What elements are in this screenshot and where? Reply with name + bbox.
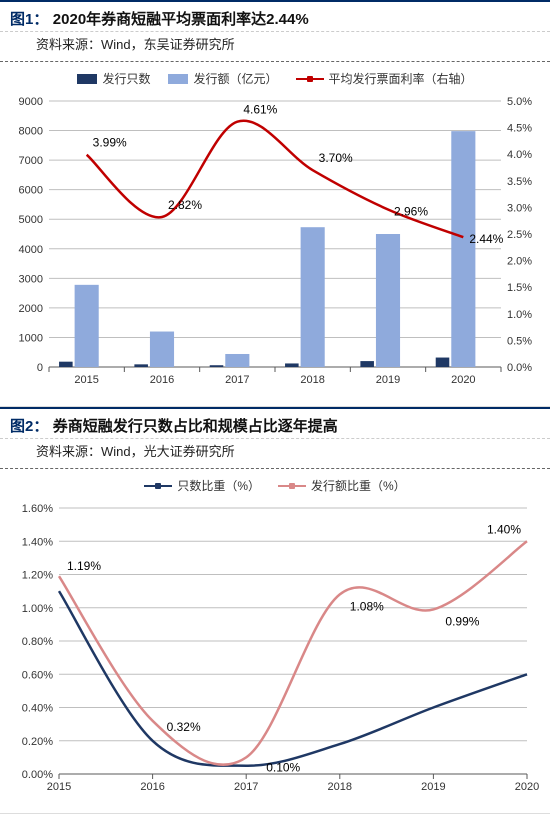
svg-text:4.5%: 4.5% <box>507 123 532 135</box>
svg-text:1.0%: 1.0% <box>507 309 532 321</box>
svg-text:0.40%: 0.40% <box>22 703 53 715</box>
svg-text:2019: 2019 <box>421 781 445 793</box>
legend-swatch-line <box>144 485 172 487</box>
legend-label: 发行只数 <box>102 70 150 87</box>
svg-text:2.82%: 2.82% <box>168 198 202 212</box>
legend-label: 只数比重（%） <box>177 477 260 494</box>
figure-2-chart: 0.00% 0.20% 0.40% 0.60% 0.80% 1.00% 1.20% 1.40%… <box>5 498 545 803</box>
svg-text:4.0%: 4.0% <box>507 149 532 161</box>
svg-text:2016: 2016 <box>150 374 174 386</box>
figure-1-svg: 0 1000 2000 3000 4000 5000 6000 7000 8000 9000 0.0… <box>5 91 545 391</box>
legend-item: 发行额（亿元） <box>168 70 277 87</box>
svg-text:7000: 7000 <box>19 155 43 167</box>
legend-label: 平均发行票面利率（右轴） <box>329 70 473 87</box>
figure-1-chart: 0 1000 2000 3000 4000 5000 6000 7000 8000 9000 0.0… <box>5 91 545 396</box>
svg-text:3.0%: 3.0% <box>507 202 532 214</box>
legend-swatch-bar <box>77 74 97 84</box>
svg-text:1.5%: 1.5% <box>507 282 532 294</box>
legend-item: 发行额比重（%） <box>278 477 406 494</box>
svg-text:2018: 2018 <box>300 374 324 386</box>
svg-text:2.0%: 2.0% <box>507 256 532 268</box>
svg-text:2015: 2015 <box>47 781 71 793</box>
svg-text:4.61%: 4.61% <box>243 103 277 117</box>
svg-text:5000: 5000 <box>19 214 43 226</box>
legend-item: 平均发行票面利率（右轴） <box>296 70 473 87</box>
figure-2: 图2： 券商短融发行只数占比和规模占比逐年提高 资料来源：Wind，光大证券研究… <box>0 407 550 814</box>
svg-text:2.44%: 2.44% <box>469 232 503 246</box>
svg-text:8000: 8000 <box>19 126 43 138</box>
figure-1-title-bar: 图1： 2020年券商短融平均票面利率达2.44% <box>0 0 550 31</box>
svg-text:1.60%: 1.60% <box>22 503 53 515</box>
svg-text:0.80%: 0.80% <box>22 636 53 648</box>
figure-2-svg: 0.00% 0.20% 0.40% 0.60% 0.80% 1.00% 1.20% 1.40%… <box>5 498 545 798</box>
figure-1: 图1： 2020年券商短融平均票面利率达2.44% 资料来源：Wind，东吴证券… <box>0 0 550 407</box>
legend-item: 只数比重（%） <box>144 477 260 494</box>
svg-text:2016: 2016 <box>140 781 164 793</box>
figure-1-title: 2020年券商短融平均票面利率达2.44% <box>53 11 309 28</box>
legend-swatch-line <box>278 485 306 487</box>
svg-text:2015: 2015 <box>74 374 98 386</box>
svg-text:2.5%: 2.5% <box>507 229 532 241</box>
svg-text:2020: 2020 <box>515 781 539 793</box>
svg-text:1.08%: 1.08% <box>350 599 384 613</box>
figure-1-legend: 发行只数 发行额（亿元） 平均发行票面利率（右轴） <box>0 62 550 91</box>
legend-label: 发行额比重（%） <box>311 477 406 494</box>
figure-2-label: 图2： <box>10 418 48 435</box>
figure-2-title: 券商短融发行只数占比和规模占比逐年提高 <box>53 418 338 435</box>
svg-text:1.40%: 1.40% <box>22 536 53 548</box>
svg-text:0.10%: 0.10% <box>266 760 300 774</box>
svg-text:2017: 2017 <box>225 374 249 386</box>
svg-text:9000: 9000 <box>19 96 43 108</box>
svg-text:1000: 1000 <box>19 332 43 344</box>
figure-2-legend: 只数比重（%） 发行额比重（%） <box>0 469 550 498</box>
svg-text:2018: 2018 <box>328 781 352 793</box>
svg-text:1.20%: 1.20% <box>22 570 53 582</box>
svg-text:0.5%: 0.5% <box>507 335 532 347</box>
svg-text:0.00%: 0.00% <box>22 769 53 781</box>
svg-text:1.00%: 1.00% <box>22 603 53 615</box>
legend-swatch-bar <box>168 74 188 84</box>
svg-text:1.40%: 1.40% <box>487 522 521 536</box>
svg-text:2.96%: 2.96% <box>394 205 428 219</box>
svg-text:0.60%: 0.60% <box>22 669 53 681</box>
svg-text:2000: 2000 <box>19 303 43 315</box>
svg-text:1.19%: 1.19% <box>67 559 101 573</box>
svg-text:5.0%: 5.0% <box>507 96 532 108</box>
figure-2-source: 资料来源：Wind，光大证券研究所 <box>0 438 550 469</box>
svg-text:3000: 3000 <box>19 273 43 285</box>
legend-label: 发行额（亿元） <box>193 70 277 87</box>
svg-text:0.20%: 0.20% <box>22 736 53 748</box>
svg-text:2017: 2017 <box>234 781 258 793</box>
svg-text:6000: 6000 <box>19 185 43 197</box>
legend-swatch-line <box>296 78 324 80</box>
svg-text:3.99%: 3.99% <box>93 136 127 150</box>
svg-text:0: 0 <box>37 362 43 374</box>
svg-text:2019: 2019 <box>376 374 400 386</box>
figure-2-title-bar: 图2： 券商短融发行只数占比和规模占比逐年提高 <box>0 407 550 438</box>
svg-text:0.32%: 0.32% <box>167 720 201 734</box>
svg-text:0.0%: 0.0% <box>507 362 532 374</box>
figure-1-label: 图1： <box>10 11 48 28</box>
legend-item: 发行只数 <box>77 70 150 87</box>
svg-text:3.5%: 3.5% <box>507 176 532 188</box>
svg-text:0.99%: 0.99% <box>445 614 479 628</box>
svg-text:4000: 4000 <box>19 244 43 256</box>
svg-text:3.70%: 3.70% <box>319 151 353 165</box>
svg-text:2020: 2020 <box>451 374 475 386</box>
figure-1-source: 资料来源：Wind，东吴证券研究所 <box>0 31 550 62</box>
